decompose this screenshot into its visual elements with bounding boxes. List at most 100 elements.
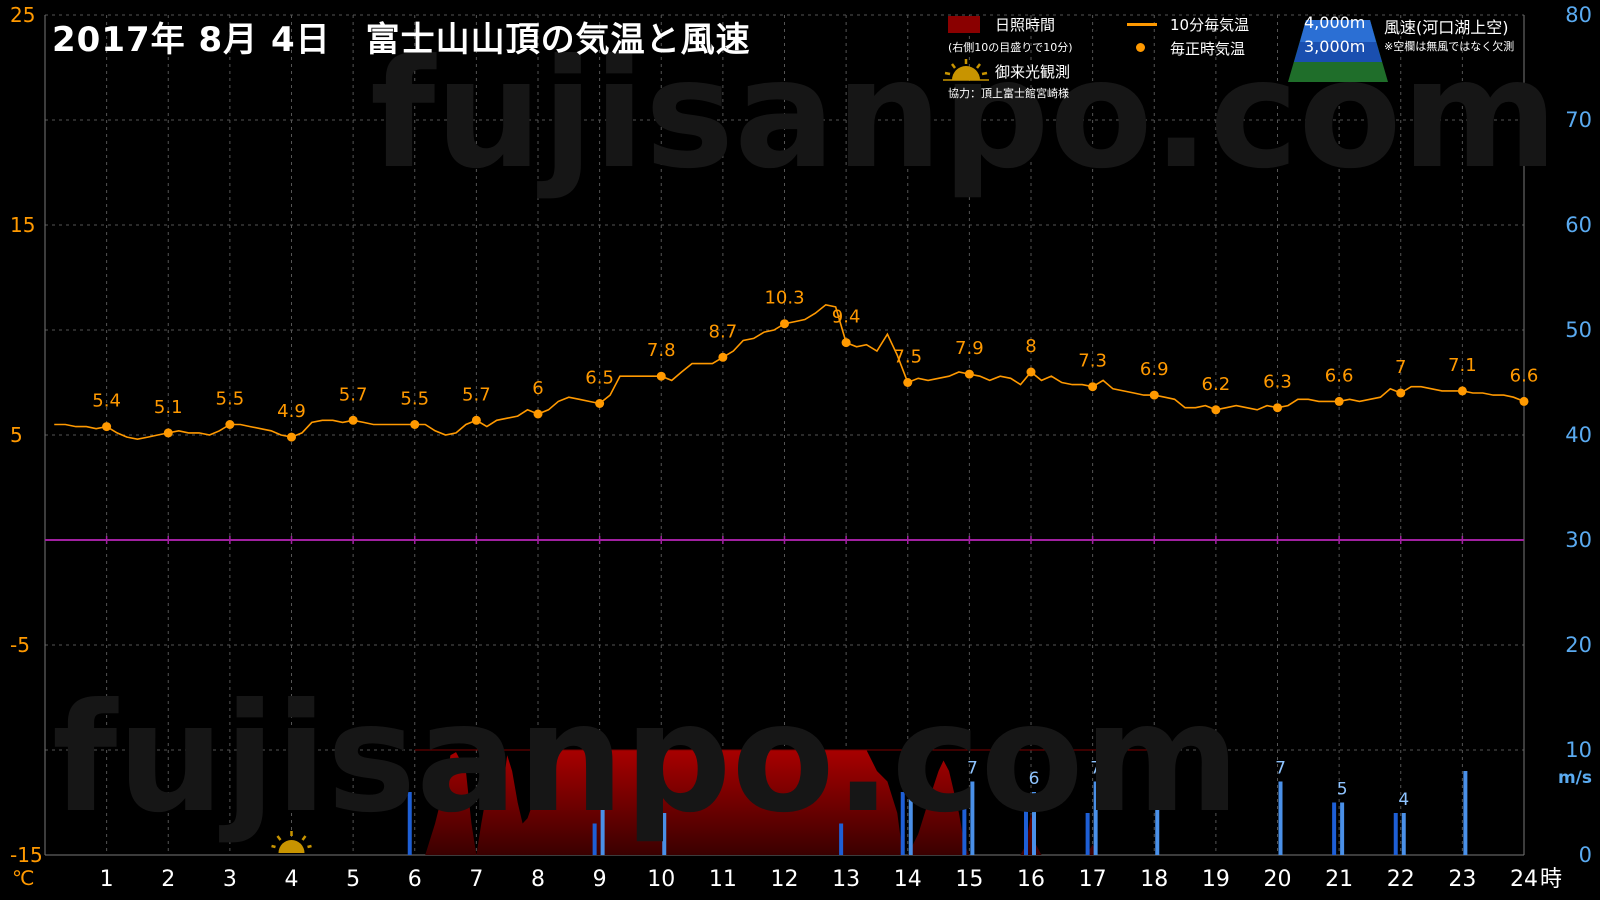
right-axis-tick: 80 — [1565, 3, 1592, 27]
hourly-temp-dot — [903, 378, 913, 387]
wind-4000-bar — [1278, 781, 1283, 855]
legend-wind-title: 風速(河口湖上空) — [1384, 18, 1509, 37]
legend-wind4000: 4,000m — [1304, 13, 1366, 32]
hourly-temp-label: 9.4 — [832, 307, 861, 328]
legend-sunrise-label: 御来光観測 — [995, 63, 1071, 81]
sunrise-ray — [301, 835, 307, 841]
x-axis-tick: 9 — [593, 867, 607, 892]
hourly-temp-dot — [163, 428, 173, 438]
sunrise-marker-icon — [278, 840, 305, 853]
hourly-temp-dot — [1211, 405, 1221, 415]
wind-4000-bar — [1093, 781, 1098, 855]
wind-4000-bar — [600, 792, 605, 855]
hourly-temp-label: 8.7 — [709, 321, 738, 342]
wind-value-label: 7 — [1275, 759, 1286, 779]
wind-value-label: 5 — [1337, 780, 1348, 800]
hourly-temp-dot — [287, 432, 296, 442]
hourly-temp-dot — [964, 369, 974, 379]
hourly-temp-dot — [1088, 382, 1098, 392]
x-axis-tick: 6 — [408, 867, 422, 892]
hourly-temp-label: 8 — [1025, 336, 1036, 357]
x-axis-tick: 12 — [771, 867, 799, 892]
chart-title: 2017年 8月 4日 富士山山頂の気温と風速 — [52, 20, 751, 60]
right-axis-unit: m/s — [1558, 768, 1592, 788]
hourly-temp-dot — [1519, 396, 1529, 406]
hourly-temp-dot — [1273, 403, 1282, 413]
hourly-temp-label: 6.6 — [1325, 365, 1354, 386]
right-axis-tick: 30 — [1565, 528, 1592, 552]
legend-sunshine-note: (右側10の目盛りで10分) — [948, 41, 1073, 54]
wind-3000-bar — [900, 792, 905, 855]
right-axis-tick: 60 — [1565, 213, 1592, 237]
x-axis-tick: 24 — [1510, 867, 1538, 892]
x-axis-tick: 18 — [1140, 867, 1168, 892]
hourly-temp-label: 5.1 — [154, 397, 183, 418]
wind-3000-bar — [1085, 813, 1090, 855]
wind-4000-bar — [1463, 771, 1468, 855]
hourly-temp-label: 5.7 — [339, 384, 368, 405]
x-axis-tick: 7 — [469, 867, 483, 892]
left-axis-tick: 25 — [10, 3, 35, 27]
hourly-temp-label: 5.5 — [400, 389, 429, 410]
wind-3000-bar — [1332, 802, 1337, 855]
hourly-temp-label: 7.1 — [1448, 355, 1477, 376]
hourly-temp-label: 6 — [532, 378, 543, 399]
x-axis-tick: 15 — [955, 867, 983, 892]
x-axis-unit: 時 — [1540, 867, 1562, 892]
x-axis-tick: 4 — [285, 867, 299, 892]
hourly-temp-label: 5.7 — [462, 384, 491, 405]
wind-4000-bar — [1032, 792, 1036, 855]
left-axis-tick: 5 — [10, 423, 23, 447]
hourly-temp-label: 4.9 — [277, 401, 306, 422]
hourly-temp-dot — [1334, 396, 1344, 406]
hourly-temp-label: 6.5 — [585, 368, 614, 389]
hourly-temp-dot — [1457, 386, 1467, 396]
sunrise-ray — [276, 835, 282, 841]
hourly-temp-label: 10.3 — [764, 288, 804, 309]
hourly-temp-label: 6.9 — [1140, 359, 1169, 380]
hourly-temp-dot — [348, 415, 358, 425]
right-axis-tick: 50 — [1565, 318, 1592, 342]
hourly-temp-dot — [1026, 367, 1036, 377]
hourly-temp-dot — [1149, 390, 1159, 400]
x-axis-tick: 22 — [1387, 867, 1415, 892]
wind-value-label: 6 — [905, 769, 916, 789]
x-axis-tick: 21 — [1325, 867, 1353, 892]
wind-value-label: 7 — [1152, 759, 1163, 779]
legend-temp-dot-swatch — [1136, 43, 1145, 52]
legend-credit: 協力：頂上富士館宮崎様 — [948, 87, 1069, 100]
wind-4000-bar — [662, 813, 667, 855]
wind-3000-bar — [592, 823, 597, 855]
wind-3000-bar — [962, 792, 967, 855]
mountain-icon — [1288, 20, 1388, 82]
legend-temphour-label: 毎正時気温 — [1170, 40, 1246, 58]
hourly-temp-label: 5.5 — [216, 389, 245, 410]
left-axis-tick: -5 — [10, 633, 30, 657]
hourly-temp-label: 6.6 — [1510, 365, 1539, 386]
x-axis-tick: 19 — [1202, 867, 1230, 892]
wind-3000-bar — [1024, 802, 1028, 855]
legend-wind-note: ※空欄は無風ではなく欠測 — [1384, 40, 1515, 53]
right-axis-tick: 70 — [1565, 108, 1592, 132]
x-axis-tick: 17 — [1079, 867, 1107, 892]
hourly-temp-dot — [595, 399, 605, 408]
wind-4000-bar — [908, 792, 913, 855]
hourly-temp-dot — [656, 371, 666, 381]
wind-value-label: 7 — [1090, 759, 1101, 779]
wind-value-label: 7 — [967, 759, 978, 779]
hourly-temp-dot — [225, 420, 235, 429]
x-axis-tick: 20 — [1264, 867, 1292, 892]
hourly-temp-dot — [841, 338, 851, 348]
sunrise-ray — [307, 844, 312, 849]
hourly-temp-label: 7.5 — [893, 347, 922, 368]
x-axis-tick: 2 — [161, 867, 175, 892]
right-axis-tick: 40 — [1565, 423, 1592, 447]
wind-4000-bar — [1340, 802, 1345, 855]
wind-4000-bar — [1155, 781, 1160, 855]
sunrise-ray — [271, 844, 276, 849]
hourly-temp-label: 7 — [1395, 357, 1406, 378]
x-axis-tick: 1 — [100, 867, 114, 892]
legend-wind3000: 3,000m — [1304, 37, 1366, 56]
hourly-temp-label: 7.8 — [647, 340, 676, 361]
